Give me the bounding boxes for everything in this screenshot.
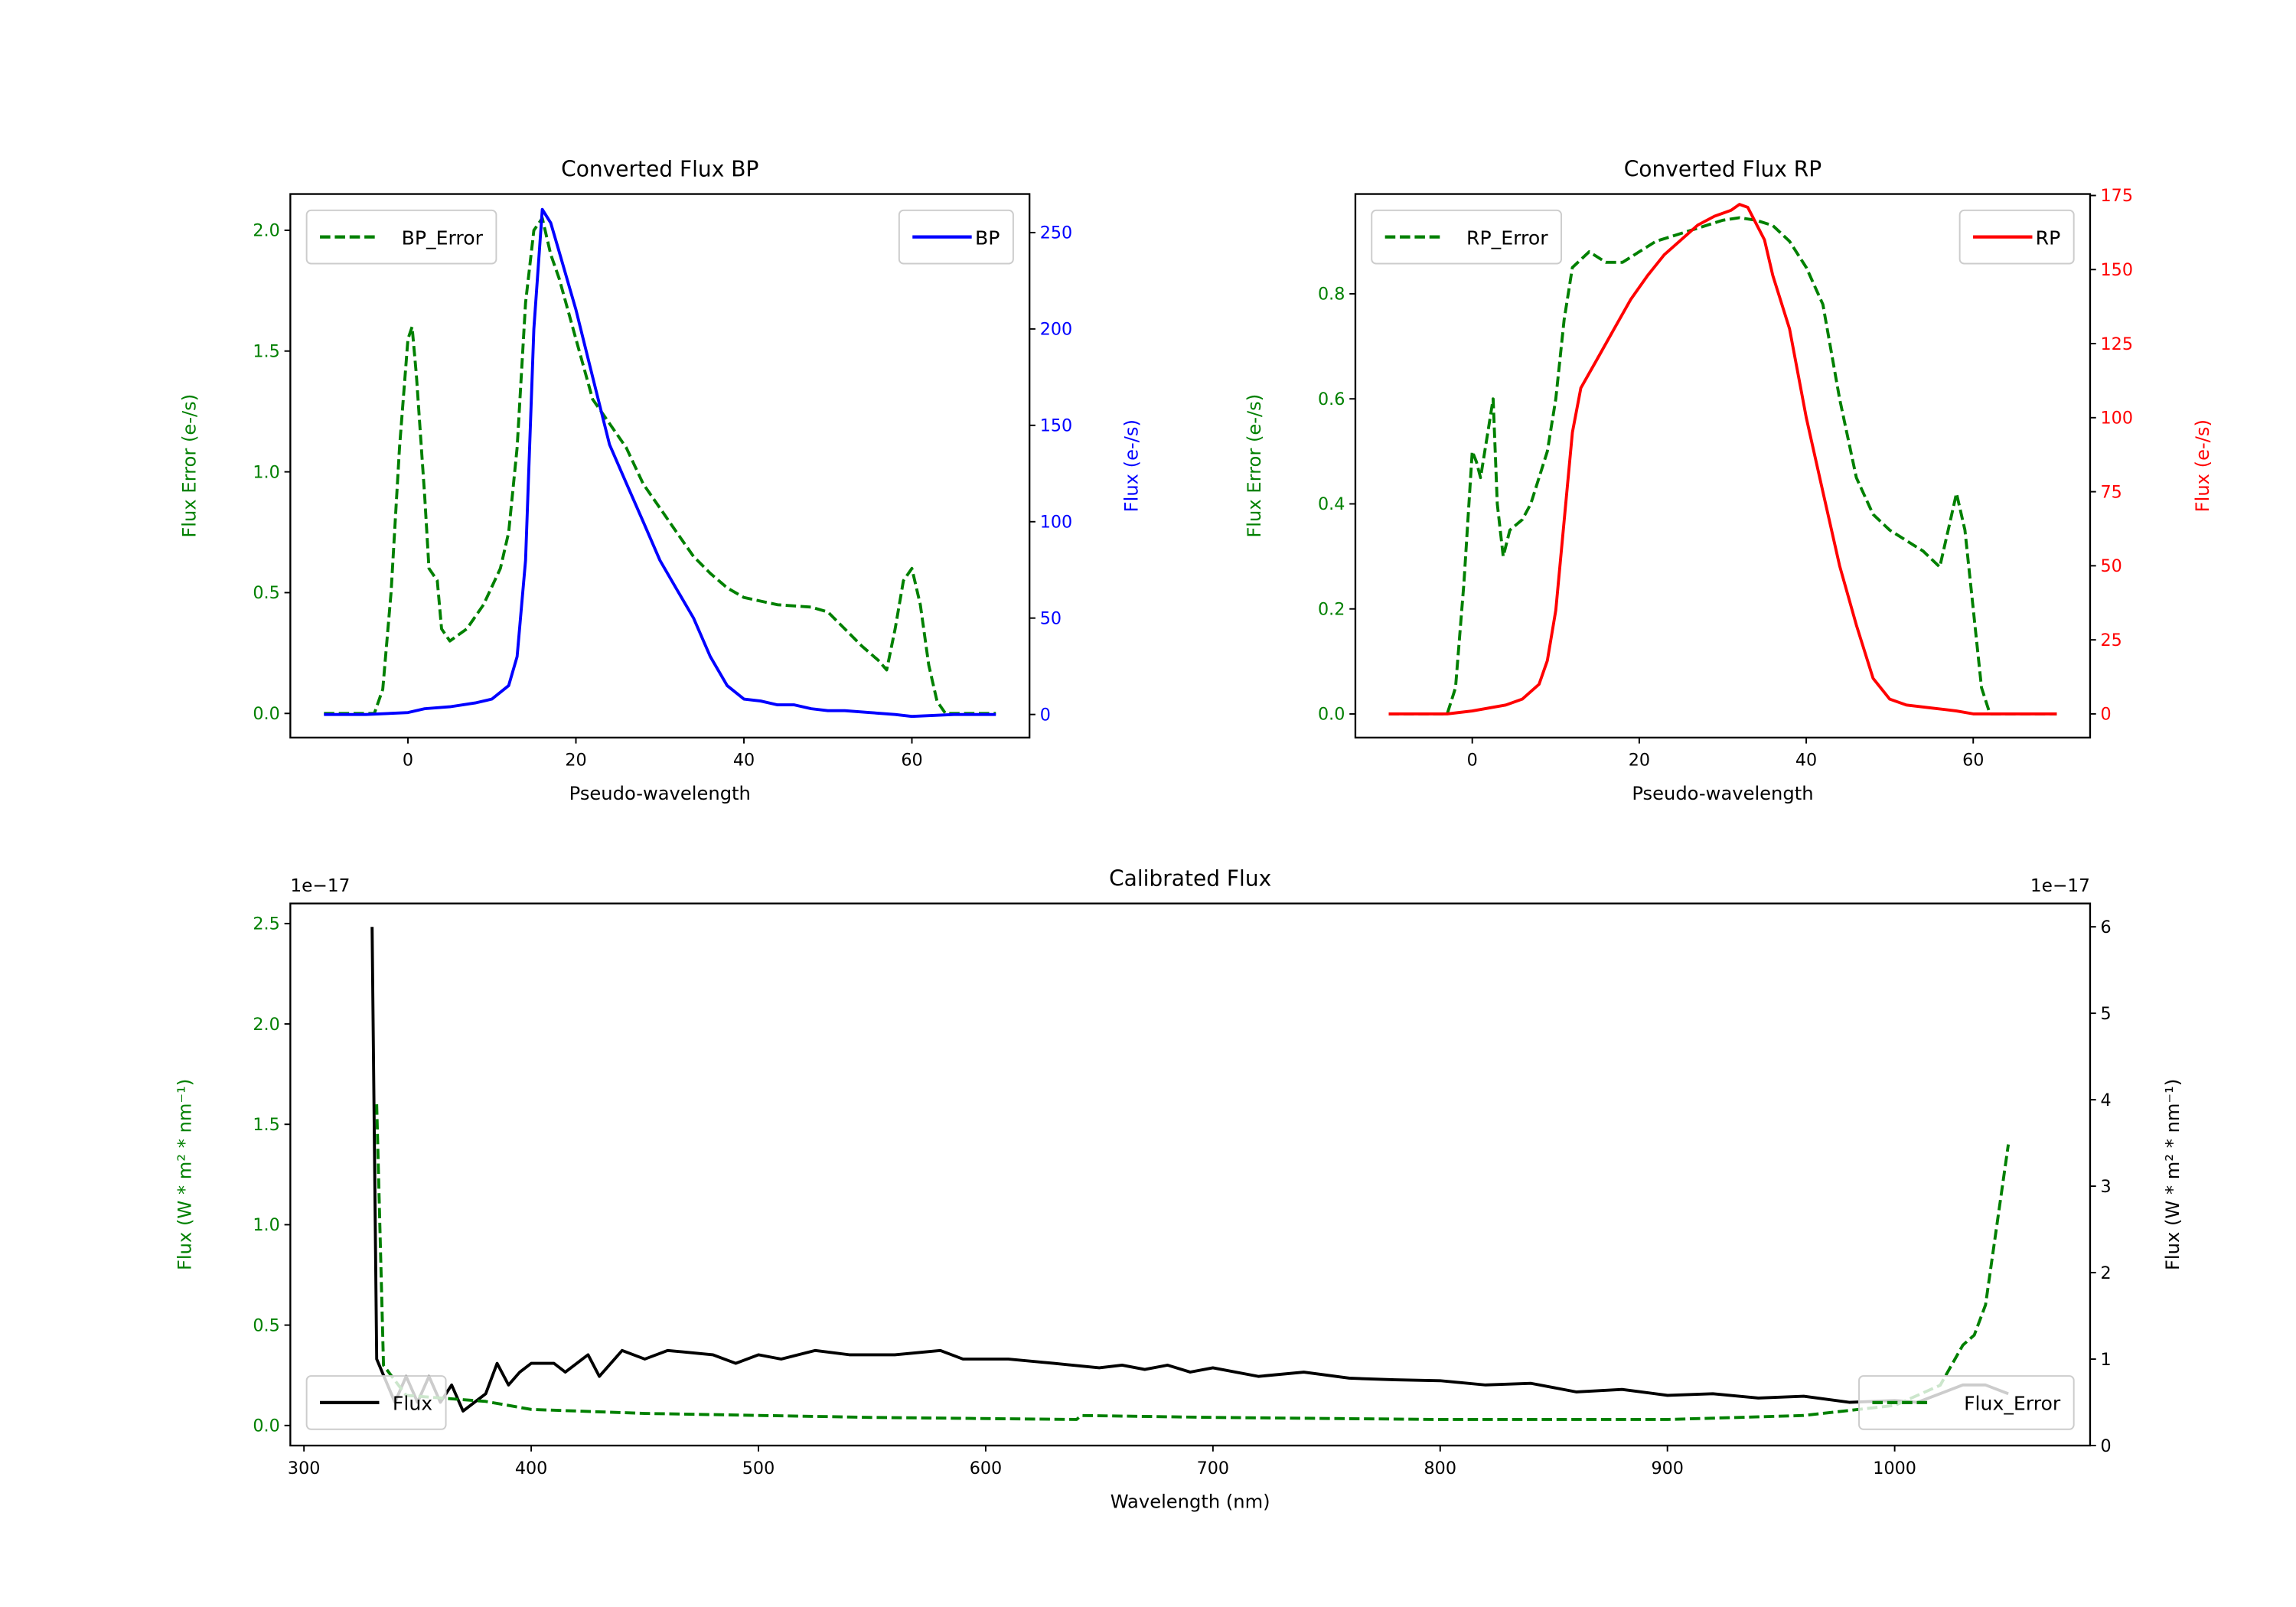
legend-flux-error: Flux_Error [1858, 1375, 2075, 1430]
legend-bp: BP [898, 209, 1014, 265]
y-left-tick-label: 0.4 [1318, 494, 1345, 514]
y-left-tick-label: 1.5 [253, 341, 279, 361]
chart-0: Converted Flux BP 0 20 40 60 Pseudo-wavelengt… [178, 156, 1142, 804]
y-right-tick-label: 25 [2101, 631, 2122, 650]
y-left-tick-label: 1.0 [253, 462, 279, 482]
y-right-axis-label: Flux (W * m² * nm⁻¹) [2162, 1079, 2183, 1270]
y-right-tick-label: 2 [2101, 1263, 2112, 1283]
y-left-tick-label: 0.0 [253, 1416, 279, 1436]
x-tick-label: 60 [901, 751, 922, 771]
y-right-axis-label: Flux (e-/s) [1120, 419, 1142, 512]
x-tick-label: 500 [742, 1459, 775, 1478]
y-right-tick-label: 75 [2101, 482, 2122, 502]
legend-box [305, 209, 497, 265]
x-tick-label: 20 [1629, 751, 1650, 771]
y-right-tick-label: 100 [1040, 512, 1072, 532]
y-right-tick-label: 0 [2101, 1436, 2112, 1456]
legend-box [1858, 1375, 2075, 1430]
x-tick-label: 1000 [1873, 1459, 1916, 1478]
legend-rp: RP [1958, 209, 2075, 265]
axes-frame [1354, 193, 2092, 739]
x-tick-label: 700 [1197, 1459, 1229, 1478]
legend-label: BP_Error [402, 227, 484, 249]
x-axis-label: Wavelength (nm) [1110, 1491, 1270, 1512]
y-left-tick-label: 2.5 [253, 914, 279, 934]
series-line-bp [324, 207, 996, 719]
y-left-tick-label: 0.0 [1318, 705, 1345, 725]
y-right-tick-label: 0 [1040, 705, 1051, 725]
x-tick-label: 800 [1424, 1459, 1456, 1478]
y-right-tick-label: 175 [2101, 186, 2133, 206]
x-tick-label: 600 [970, 1459, 1002, 1478]
y-left-axis-label: Flux Error (e-/s) [178, 394, 200, 538]
y-right-tick-label: 200 [1040, 320, 1072, 340]
x-tick-label: 40 [733, 751, 755, 771]
y-left-tick-label: 1.0 [253, 1215, 279, 1235]
x-tick-label: 0 [403, 751, 413, 771]
axes-frame [289, 902, 2092, 1447]
series-line-flux [370, 927, 2009, 1413]
y-right-tick-label: 3 [2101, 1177, 2112, 1197]
chart-2: Calibrated Flux 300 400 500 600 700 800 900 1000… [174, 865, 2183, 1512]
y-right-tick-label: 150 [1040, 416, 1072, 436]
y-right-tick-label: 4 [2101, 1090, 2112, 1110]
y-right-tick-label: 6 [2101, 918, 2112, 937]
chart-title: Calibrated Flux [1109, 865, 1271, 891]
y-right-axis-label: Flux (e-/s) [2192, 419, 2213, 512]
legend-flux: Flux [305, 1375, 447, 1430]
y-right-tick-label: 250 [1040, 223, 1072, 243]
y-left-tick-label: 2.0 [253, 1015, 279, 1035]
x-tick-label: 400 [515, 1459, 547, 1478]
series-line-bp-error [324, 217, 996, 715]
y-left-tick-label: 1.5 [253, 1115, 279, 1135]
x-axis-label: Pseudo-wavelength [1632, 783, 1813, 804]
y-right-tick-label: 50 [2101, 556, 2122, 576]
legend-box [1371, 209, 1562, 265]
y-left-tick-label: 0.6 [1318, 390, 1345, 409]
y-right-tick-label: 1 [2101, 1350, 2112, 1370]
y-left-tick-label: 0.8 [1318, 285, 1345, 305]
y-right-tick-label: 50 [1040, 608, 1062, 628]
x-axis-label: Pseudo-wavelength [569, 783, 751, 804]
legend-label: RP_Error [1466, 227, 1548, 249]
chart-title: Converted Flux BP [561, 156, 758, 181]
y-left-tick-label: 0.5 [253, 1315, 279, 1335]
y-right-tick-label: 100 [2101, 409, 2133, 429]
y-left-tick-label: 2.0 [253, 221, 279, 241]
chart-title: Converted Flux RP [1624, 156, 1822, 181]
series-line-rp-error [1388, 216, 2057, 715]
y-right-tick-label: 150 [2101, 260, 2133, 280]
y-right-tick-label: 0 [2101, 705, 2112, 725]
y-left-axis-label: Flux (W * m² * nm⁻¹) [174, 1079, 196, 1270]
x-tick-label: 900 [1651, 1459, 1683, 1478]
x-tick-label: 20 [565, 751, 586, 771]
legend-label: Flux [393, 1393, 432, 1415]
x-tick-label: 300 [288, 1459, 320, 1478]
legend-rp-error: RP_Error [1371, 209, 1562, 265]
y-left-tick-label: 0.5 [253, 583, 279, 603]
y-right-tick-label: 125 [2101, 334, 2133, 354]
legend-label: BP [975, 227, 1000, 249]
legend-bp-error: BP_Error [305, 209, 497, 265]
x-tick-label: 60 [1962, 751, 1984, 771]
x-tick-label: 40 [1795, 751, 1817, 771]
y-right-tick-label: 5 [2101, 1004, 2112, 1024]
series-line-rp [1388, 203, 2057, 715]
y-left-axis-label: Flux Error (e-/s) [1244, 394, 1265, 538]
series-line-flux-error [375, 1104, 2011, 1421]
axes-frame [289, 193, 1031, 739]
x-tick-label: 0 [1467, 751, 1478, 771]
legend-label: RP [2036, 227, 2061, 249]
y-left-offset-text: 1e−17 [290, 875, 350, 896]
y-left-tick-label: 0.2 [1318, 599, 1345, 619]
legend-label: Flux_Error [1964, 1393, 2061, 1415]
chart-1: Converted Flux RP 0 20 40 60 Pseudo-wavelengt… [1244, 156, 2213, 804]
y-right-offset-text: 1e−17 [2030, 875, 2090, 896]
y-left-tick-label: 0.0 [253, 704, 279, 724]
